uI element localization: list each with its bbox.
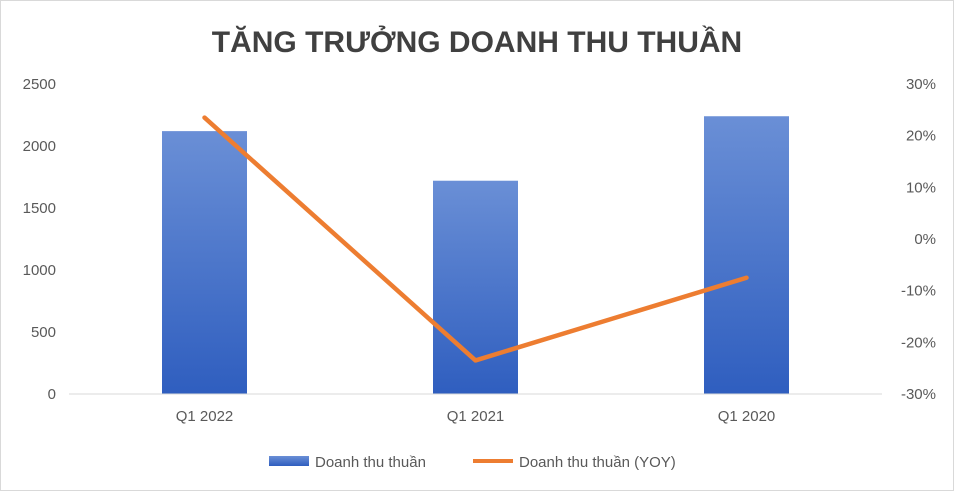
legend-swatch-bar — [269, 456, 309, 466]
legend: Doanh thu thuần Doanh thu thuần (YOY) — [269, 454, 676, 471]
line-series — [202, 115, 749, 363]
y-right-tick-label: 10% — [906, 179, 936, 196]
category-labels: Q1 2022 Q1 2021 Q1 2020 — [176, 408, 776, 425]
y-left-tick-label: 500 — [31, 324, 56, 341]
y-right-tick-label: 0% — [914, 231, 936, 248]
x-tick-label: Q1 2022 — [176, 408, 234, 425]
bar — [162, 131, 247, 394]
bar-series — [162, 116, 789, 395]
bar — [704, 116, 789, 395]
y-left-tick-label: 1000 — [23, 262, 56, 279]
y-right-tick-label: -10% — [901, 283, 936, 300]
y-left-tick-label: 2000 — [23, 138, 56, 155]
y-right-tick-label: 30% — [906, 76, 936, 93]
y-right-tick-label: -20% — [901, 334, 936, 351]
left-axis: 0 500 1000 1500 2000 2500 — [23, 76, 56, 403]
legend-label-bar: Doanh thu thuần — [315, 454, 426, 471]
y-left-tick-label: 2500 — [23, 76, 56, 93]
right-axis: -30% -20% -10% 0% 10% 20% 30% — [901, 76, 936, 403]
legend-label-line: Doanh thu thuần (YOY) — [519, 454, 676, 471]
y-right-tick-label: 20% — [906, 128, 936, 145]
y-left-tick-label: 1500 — [23, 200, 56, 217]
y-right-tick-label: -30% — [901, 386, 936, 403]
x-tick-label: Q1 2020 — [718, 408, 776, 425]
y-left-tick-label: 0 — [48, 386, 56, 403]
chart-title: TĂNG TRƯỞNG DOANH THU THUẦN — [212, 25, 742, 59]
x-tick-label: Q1 2021 — [447, 408, 505, 425]
